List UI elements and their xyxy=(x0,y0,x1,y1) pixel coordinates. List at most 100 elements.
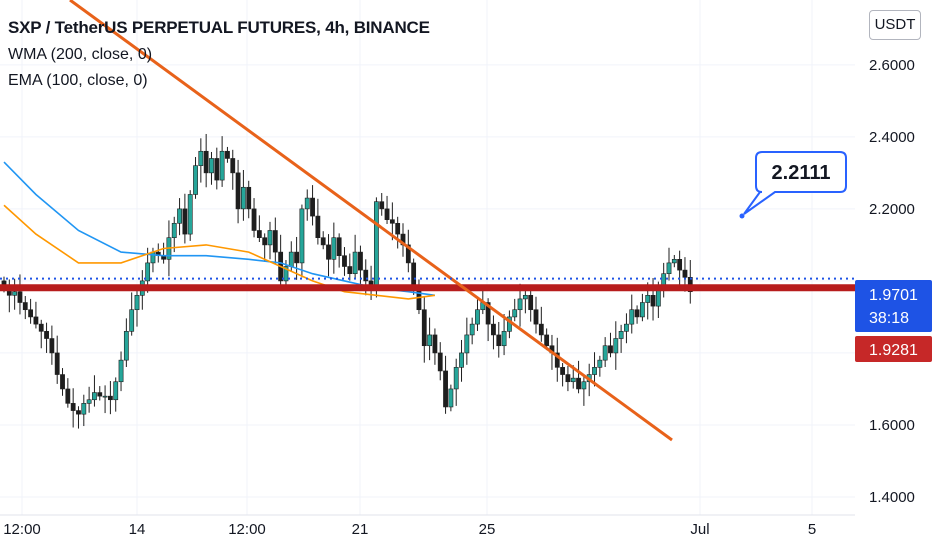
price-axis-bg xyxy=(855,0,932,515)
candle xyxy=(602,337,608,367)
candle xyxy=(576,360,581,394)
candle xyxy=(198,138,204,183)
time-tick-label: 5 xyxy=(808,521,816,538)
candle xyxy=(437,342,443,381)
candle xyxy=(28,298,33,324)
ema-legend[interactable]: EMA (100, close, 0) xyxy=(8,72,148,89)
candle xyxy=(608,332,613,358)
candle xyxy=(554,337,560,382)
callout-label: 2.2111 xyxy=(772,162,831,184)
candle xyxy=(193,157,198,199)
support-price-tag: 1.9281 xyxy=(855,336,932,362)
candle xyxy=(533,296,539,334)
candle xyxy=(677,250,683,288)
candle xyxy=(629,294,635,334)
time-axis[interactable]: 12:00 14 12:00 21 25 Jul 5 xyxy=(3,521,816,538)
ema-line xyxy=(3,204,436,300)
candle xyxy=(310,185,315,226)
candle xyxy=(491,315,496,350)
candle xyxy=(171,216,177,253)
currency-button[interactable]: USDT xyxy=(869,10,921,40)
candle xyxy=(342,247,347,276)
time-axis-bg xyxy=(0,515,932,550)
candle xyxy=(671,254,677,268)
candle xyxy=(560,363,565,387)
candle xyxy=(379,193,385,216)
candle xyxy=(33,301,39,329)
candle xyxy=(267,221,273,260)
price-tick-label: 2.2000 xyxy=(869,201,915,218)
candle xyxy=(464,317,470,365)
price-callout[interactable]: 2.2111 xyxy=(739,151,847,219)
candle xyxy=(177,198,182,236)
candle xyxy=(475,298,480,331)
candle xyxy=(134,288,140,327)
candle xyxy=(352,234,358,279)
candle xyxy=(581,375,587,406)
candle xyxy=(272,217,278,264)
current-price-tag: 1.9701 38:18 xyxy=(855,280,932,332)
candle xyxy=(432,328,438,365)
candle xyxy=(225,146,230,163)
candle xyxy=(538,306,544,342)
candle xyxy=(544,328,550,351)
candle xyxy=(161,242,166,264)
candle xyxy=(108,381,113,415)
candle xyxy=(81,394,87,427)
candle xyxy=(506,310,512,339)
time-tick-label: 14 xyxy=(129,521,146,538)
candle xyxy=(448,384,454,412)
price-tick-label: 2.6000 xyxy=(869,57,915,74)
candle xyxy=(512,298,518,322)
candle xyxy=(203,133,209,188)
time-tick-label: 12:00 xyxy=(3,521,41,538)
candle xyxy=(60,368,65,396)
candle xyxy=(246,180,252,219)
time-tick-label: 12:00 xyxy=(228,521,266,538)
candle xyxy=(496,321,502,358)
candle xyxy=(219,136,225,187)
candle xyxy=(373,197,379,298)
current-price-label: 1.9701 xyxy=(869,287,918,304)
wma-legend[interactable]: WMA (200, close, 0) xyxy=(8,46,153,63)
time-tick-label: Jul xyxy=(690,521,709,538)
candle xyxy=(118,351,124,392)
candle xyxy=(453,358,459,406)
candle xyxy=(358,245,363,288)
candle xyxy=(347,253,353,281)
callout-anchor xyxy=(739,213,745,219)
candle xyxy=(92,375,97,407)
candle xyxy=(522,290,528,314)
candle xyxy=(294,236,299,280)
candle xyxy=(613,321,619,370)
candle xyxy=(49,325,55,365)
candle xyxy=(528,286,534,322)
candle xyxy=(336,233,342,268)
candle xyxy=(384,195,390,225)
candle xyxy=(299,204,305,278)
trendline[interactable] xyxy=(69,0,673,442)
candle xyxy=(235,159,241,224)
candle xyxy=(421,296,427,363)
candle xyxy=(187,190,193,241)
candle xyxy=(634,305,640,324)
candle xyxy=(113,377,119,412)
candle xyxy=(405,229,411,273)
symbol-title[interactable]: SXP / TetherUS PERPETUAL FUTURES, 4h, BI… xyxy=(8,18,430,37)
candle xyxy=(315,198,321,245)
time-tick-label: 21 xyxy=(352,521,369,538)
candle xyxy=(44,322,49,353)
countdown-label: 38:18 xyxy=(869,310,909,327)
price-axis[interactable]: 2.6000 2.4000 2.2000 1.6000 1.4000 xyxy=(869,57,915,506)
candle xyxy=(209,151,214,185)
chart-legend: SXP / TetherUS PERPETUAL FUTURES, 4h, BI… xyxy=(8,18,430,90)
candle xyxy=(65,378,71,408)
support-price-label: 1.9281 xyxy=(869,342,918,359)
candle xyxy=(443,355,448,414)
candle xyxy=(22,296,28,320)
price-tick-label: 1.4000 xyxy=(869,489,915,506)
candle xyxy=(155,243,161,263)
candle xyxy=(262,233,268,262)
candle xyxy=(661,262,667,298)
